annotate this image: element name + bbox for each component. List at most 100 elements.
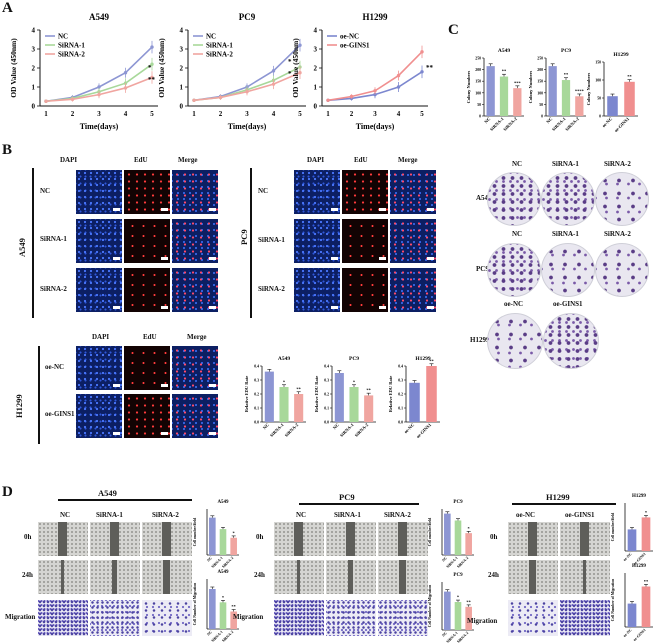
edu-bar-y-tick-label: 0.0 <box>254 421 259 425</box>
edu-bar-y-tick-label: 0.0 <box>324 421 329 425</box>
y-tick-label: 3 <box>180 46 184 54</box>
edu-header-dapi-h1299: DAPI <box>92 333 110 341</box>
mig-group-a549-line <box>58 499 192 501</box>
colony-bar-significance: *** <box>514 80 522 85</box>
wound-bar-category-label: oe-NC <box>623 552 633 562</box>
x-tick-label: 2 <box>350 110 354 118</box>
line-chart-title: PC9 <box>239 12 256 22</box>
edu-bar-category-label: SiRNA-1 <box>339 422 355 438</box>
edu-bar-category-label: oe-GINS1 <box>415 422 433 440</box>
panel-label-d: D <box>2 484 13 500</box>
data-point <box>420 50 424 54</box>
edu-header-merge-h1299: Merge <box>187 333 207 341</box>
mig-group-h1299-line <box>512 503 616 505</box>
wound-a549-nc-0h <box>38 522 88 556</box>
mig-group-pc9-title: PC9 <box>339 492 355 502</box>
colony-bar-y-tick-label: 150 <box>475 80 481 84</box>
edu-a549-nc-merge <box>172 170 218 214</box>
colony-dish-pc9-s1 <box>541 243 595 297</box>
migration-bar-significance: * <box>457 595 460 600</box>
wound-bar-bar <box>627 529 637 551</box>
wound-bar-category-label: SiRNA-2 <box>221 556 234 569</box>
legend-label: oe-NC <box>340 33 359 41</box>
wound-bar-bar <box>641 517 651 551</box>
colony-dish-h1299-oenc <box>487 313 543 369</box>
migration-bar-bar <box>641 586 651 627</box>
edu-bar-bar <box>264 371 274 422</box>
colony-bar-y-tick-label: 150 <box>595 61 601 65</box>
edu-bar-y-tick-label: 0.1 <box>254 407 259 411</box>
colony-pc9-col-s2: SiRNA-2 <box>604 230 631 238</box>
colony-bar-category-label: SiRNA-2 <box>564 116 580 132</box>
line-chart-title: A549 <box>89 12 109 22</box>
mig-group-pc9-line <box>299 503 419 505</box>
edu-bar-y-tick-label: 0.2 <box>254 393 259 397</box>
x-tick-label: 4 <box>124 110 128 118</box>
edu-bar-title: H1299 <box>415 356 431 362</box>
wound-a549-nc-24h <box>38 560 88 594</box>
x-axis-label: Time(days) <box>356 122 395 131</box>
y-tick-label: 0 <box>32 103 36 111</box>
wound-a549-s1-24h <box>90 560 140 594</box>
x-axis-label: Time(days) <box>80 122 119 131</box>
data-point <box>70 97 75 102</box>
wound-pc9-s1-0h <box>326 522 376 556</box>
wound-pc9-s2-24h <box>378 560 428 594</box>
mig-h1299-row-migration: Migration <box>467 617 498 625</box>
x-axis-label: Time(days) <box>228 122 267 131</box>
edu-bar-category-label: SiRNA-2 <box>284 422 300 438</box>
x-tick-label: 4 <box>397 110 401 118</box>
colony-bar-bar <box>575 96 584 116</box>
edu-h1299-nc-edu <box>124 346 170 390</box>
mig-a549-col-s2: SiRNA-2 <box>152 511 179 519</box>
edu-header-merge-pc9: Merge <box>398 156 418 164</box>
mig-a549-col-s1: SiRNA-1 <box>96 511 123 519</box>
x-tick-label: 5 <box>298 110 302 118</box>
colony-bar-y-tick-label: 150 <box>537 80 543 84</box>
edu-h1299-nc-dapi <box>76 346 122 390</box>
edu-bar-significance: ** <box>429 358 434 363</box>
colony-bar-y-tick-label: 250 <box>537 57 543 61</box>
migration-bar-bar <box>454 602 462 630</box>
y-axis-label: OD Value (450nm) <box>157 38 166 98</box>
wound-bar-bar <box>230 537 237 555</box>
x-tick-label: 1 <box>192 110 196 118</box>
mig-group-h1299-title: H1299 <box>546 492 570 502</box>
wound-bar-title: H1299 <box>632 494 646 499</box>
x-tick-label: 2 <box>219 110 223 118</box>
y-tick-label: 4 <box>32 27 36 35</box>
edu-header-edu-pc9: EdU <box>354 156 368 164</box>
data-point <box>44 99 48 103</box>
edu-a549-nc-dapi <box>76 170 122 214</box>
edu-bar-significance: ** <box>366 388 371 393</box>
migration-bar-category-label: oe-NC <box>623 628 633 638</box>
y-tick-label: 1 <box>314 84 318 92</box>
colony-bar-category-label: oe-NC <box>601 116 613 128</box>
y-tick-label: 1 <box>180 84 184 92</box>
colony-bar-category-label: oe-GINS1 <box>613 116 631 134</box>
panel-label-a: A <box>2 0 13 16</box>
migration-bar-y-axis-label: Cell Number of Migration <box>428 584 432 627</box>
edu-pc9-s1-edu <box>342 219 388 263</box>
x-tick-label: 5 <box>150 110 154 118</box>
edu-h1299-row-oegins1: oe-GINS1 <box>45 410 75 418</box>
y-tick-label: 4 <box>180 27 184 35</box>
edu-a549-label: A549 <box>17 238 27 257</box>
colony-bar-significance: ** <box>627 74 632 79</box>
edu-bar-bar <box>334 373 344 422</box>
colony-dish-a549-nc <box>487 172 541 226</box>
legend-label: oe-GINS1 <box>340 42 370 50</box>
wound-h1299-oe-24h <box>560 560 610 594</box>
edu-pc9-row-nc: NC <box>258 187 269 195</box>
edu-bar-category-label: NC <box>332 422 340 430</box>
x-tick-label: 1 <box>44 110 48 118</box>
transwell-pc9-s1 <box>326 600 376 636</box>
migration-bar-title: PC9 <box>453 573 463 578</box>
migration-bar-category-label: NC <box>206 630 213 637</box>
y-tick-label: 1 <box>32 84 36 92</box>
migration-bar-category-label: oe-GINS1 <box>633 628 647 642</box>
legend-label: SiRNA-1 <box>58 42 85 50</box>
edu-bar-y-tick-label: 0.1 <box>324 407 329 411</box>
mig-pc9-row-24h: 24h <box>254 571 265 579</box>
